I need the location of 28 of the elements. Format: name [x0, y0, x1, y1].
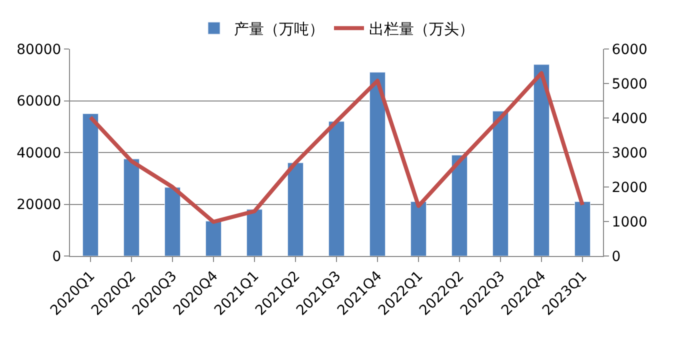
bar [451, 154, 468, 256]
y2-tick-label: 4000 [612, 110, 648, 127]
y2-tick-label: 3000 [612, 145, 648, 162]
y2-tick-label: 2000 [612, 180, 648, 196]
line-series [88, 71, 584, 224]
bar [533, 64, 550, 256]
bar [205, 220, 222, 256]
y-tick-label: 0 [52, 248, 62, 265]
y2-tick-label: 1000 [612, 214, 648, 230]
bar [123, 158, 140, 256]
bar [82, 113, 99, 256]
bar [369, 72, 386, 256]
y-tick-label: 40000 [16, 145, 62, 162]
legend-label: 出栏量（万头） [369, 20, 474, 38]
y2-tick-label: 6000 [612, 42, 648, 58]
y-tick-label: 60000 [16, 94, 62, 110]
bar [410, 201, 427, 256]
y2-tick-label: 0 [612, 248, 621, 265]
bar [164, 187, 181, 256]
legend-label: 产量（万吨） [234, 20, 324, 38]
bar [287, 162, 304, 256]
y-tick-label: 80000 [16, 42, 62, 58]
y-tick-label: 20000 [16, 197, 62, 214]
bar [492, 110, 509, 256]
bar [328, 121, 345, 256]
bar [246, 209, 263, 256]
y2-tick-label: 5000 [612, 76, 648, 92]
bar [574, 201, 591, 256]
